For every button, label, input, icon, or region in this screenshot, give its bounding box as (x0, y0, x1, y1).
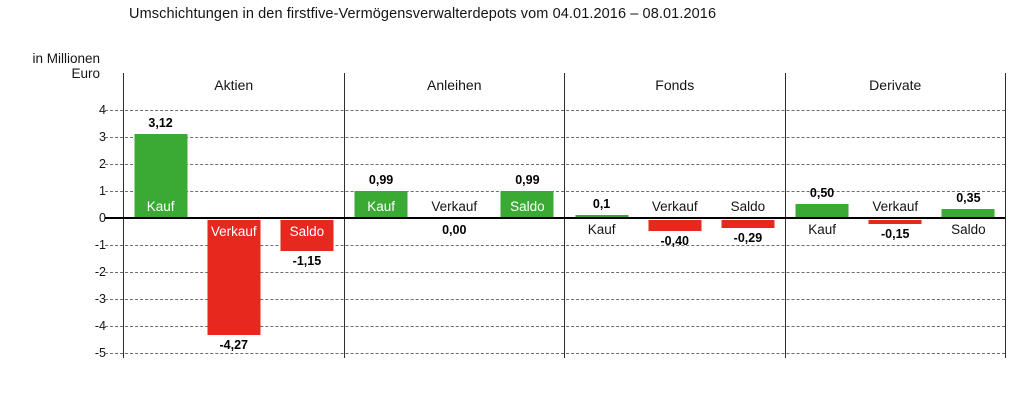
gridline--2 (105, 272, 1005, 273)
bar-value-label: -4,27 (219, 338, 248, 352)
bar-category-label: Saldo (951, 222, 986, 237)
bar-aktien-kauf: Kauf (134, 134, 188, 218)
y-tick--3: -3 (94, 292, 106, 306)
bar-value-label: 0,99 (368, 173, 394, 187)
bar-slot-aktien-kauf: Kauf 3,12 (124, 73, 197, 358)
bar-derivate-saldo (941, 209, 995, 218)
gridline--1 (105, 245, 1005, 246)
panel-fonds: Fonds Kauf 0,1 Verkauf -0,40 Saldo -0,29 (564, 73, 785, 358)
gridline--4 (105, 326, 1005, 327)
bar-slot-fonds-kauf: Kauf 0,1 (565, 73, 638, 358)
panel-row: Aktien Kauf 3,12 Verkauf -4,27 Saldo -1,15 Anle… (123, 73, 1005, 358)
panel-header-derivate: Derivate (869, 77, 922, 93)
bar-category-label: Kauf (367, 199, 395, 214)
bar-slot-anleihen-saldo: Saldo 0,99 (491, 73, 564, 358)
bar-category-label: Saldo (510, 199, 545, 214)
panel-derivate: Derivate Kauf 0,50 Verkauf -0,15 Saldo 0,35 (784, 73, 1006, 358)
bar-slot-derivate-kauf: Kauf 0,50 (786, 73, 859, 358)
gridline-1 (105, 191, 1005, 192)
bar-fonds-kauf (575, 215, 629, 218)
bar-value-label: 0,50 (809, 186, 835, 200)
y-tick-2: 2 (99, 157, 106, 171)
bar-category-label: Kauf (808, 222, 836, 237)
bar-derivate-verkauf (868, 220, 922, 224)
gridline-3 (105, 137, 1005, 138)
bar-value-label: 0,99 (515, 173, 540, 187)
panel-header-aktien: Aktien (214, 77, 254, 93)
plot-area: Aktien Kauf 3,12 Verkauf -4,27 Saldo -1,15 Anle… (105, 73, 1006, 358)
bar-category-label: Saldo (289, 224, 325, 239)
bar-slot-anleihen-kauf: Kauf 0,99 (345, 73, 418, 358)
y-axis-label: in Millionen Euro (18, 51, 100, 81)
panel-aktien: Aktien Kauf 3,12 Verkauf -4,27 Saldo -1,15 (123, 73, 344, 358)
bar-anleihen-saldo: Saldo (500, 191, 554, 218)
y-tick-0: 0 (99, 211, 106, 225)
bar-value-label: -1,15 (292, 254, 322, 268)
bar-category-label: Saldo (730, 199, 766, 214)
bar-value-label: -0,29 (733, 231, 763, 245)
bar-slot-anleihen-verkauf: Verkauf 0,00 (418, 73, 491, 358)
bar-value-label: -0,15 (880, 227, 910, 241)
bar-category-label: Verkauf (210, 224, 257, 239)
panel-header-fonds: Fonds (655, 77, 695, 93)
y-axis-label-line2: Euro (71, 66, 100, 81)
bar-slot-fonds-verkauf: Verkauf -0,40 (638, 73, 711, 358)
y-tick-4: 4 (99, 103, 106, 117)
panel-header-anleihen: Anleihen (427, 77, 482, 93)
gridline--5 (105, 353, 1005, 354)
gridline-2 (105, 164, 1005, 165)
bar-slot-aktien-verkauf: Verkauf -4,27 (197, 73, 270, 358)
y-tick--1: -1 (94, 238, 106, 252)
bar-category-label: Verkauf (872, 199, 919, 214)
bar-fonds-saldo (721, 220, 775, 228)
bar-slot-derivate-verkauf: Verkauf -0,15 (859, 73, 932, 358)
bar-category-label: Kauf (587, 222, 616, 237)
bar-category-label: Kauf (146, 199, 175, 214)
zero-axis-line (105, 217, 1005, 219)
y-tick--5: -5 (94, 346, 106, 360)
bar-value-label: 0,1 (592, 197, 611, 211)
bar-anleihen-kauf: Kauf (354, 191, 408, 218)
bar-fonds-verkauf (648, 220, 702, 231)
bar-category-label: Verkauf (651, 199, 698, 214)
gridline--3 (105, 299, 1005, 300)
bar-value-label: 0,35 (956, 191, 981, 205)
y-tick--4: -4 (94, 319, 106, 333)
bar-category-label: Verkauf (431, 199, 478, 214)
bar-derivate-kauf (795, 204, 849, 218)
bar-value-label: 0,00 (442, 223, 467, 237)
bar-slot-fonds-saldo: Saldo -0,29 (711, 73, 784, 358)
bar-value-label: -0,40 (660, 234, 689, 248)
bar-value-label: 3,12 (148, 116, 173, 130)
y-tick-3: 3 (99, 130, 106, 144)
chart-title: Umschichtungen in den firstfive-Vermögen… (129, 6, 717, 22)
y-tick-1: 1 (99, 184, 106, 198)
y-tick--2: -2 (94, 265, 106, 279)
y-axis-label-line1: in Millionen (32, 51, 100, 66)
bar-slot-derivate-saldo: Saldo 0,35 (932, 73, 1005, 358)
bar-slot-aktien-saldo: Saldo -1,15 (270, 73, 343, 358)
gridline-4 (105, 110, 1005, 111)
bar-aktien-verkauf: Verkauf (207, 220, 261, 335)
bar-aktien-saldo: Saldo (280, 220, 334, 251)
panel-anleihen: Anleihen Kauf 0,99 Verkauf 0,00 Saldo 0,99 (343, 73, 565, 358)
